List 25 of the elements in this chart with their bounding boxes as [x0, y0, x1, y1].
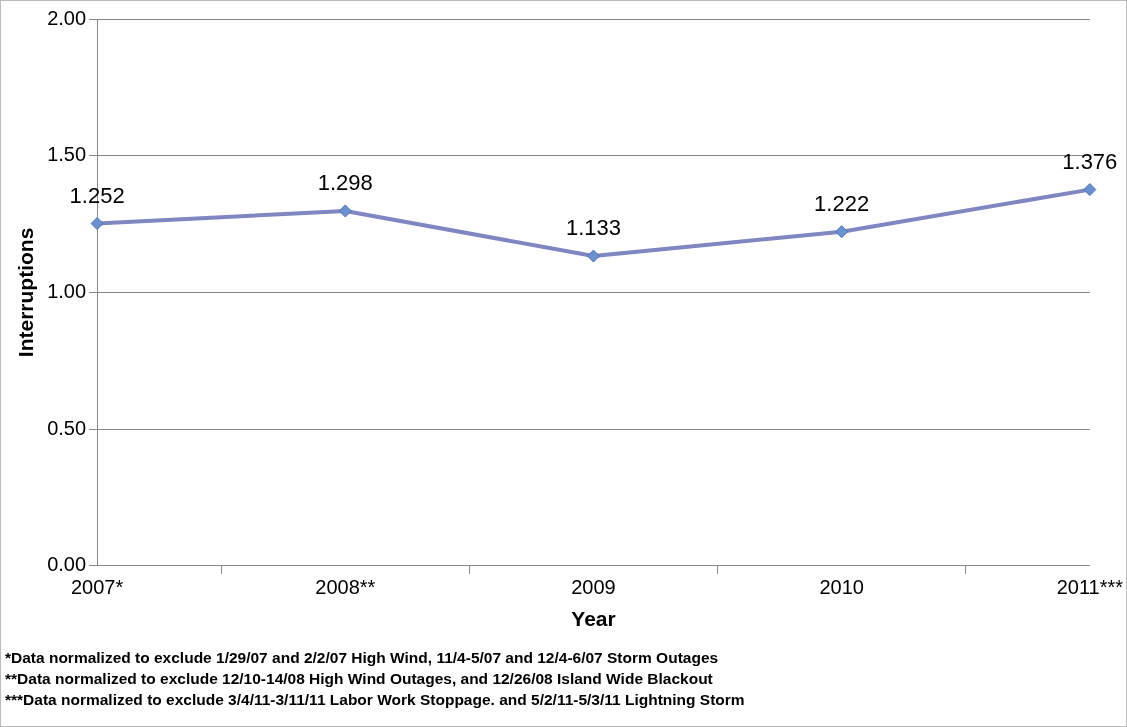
- x-tick-label: 2007*: [70, 576, 124, 599]
- y-tick-label: 0.50: [47, 416, 87, 439]
- y-tick-label: 2.00: [47, 6, 87, 29]
- x-axis-title: Year: [571, 607, 616, 631]
- point: [90, 217, 104, 230]
- point: [338, 204, 352, 218]
- data-label: 1.376: [1062, 148, 1118, 174]
- point: [1083, 183, 1097, 197]
- point: [586, 249, 600, 263]
- x-tick-label: 2009: [571, 576, 616, 599]
- text: **Data normalized to exclude 12/10-14/08 High Wind Outages, and 12/26/08 Island Wide Blackout: [5, 669, 714, 689]
- x-tick-label: 2011***: [1056, 576, 1124, 599]
- data-label: 1.252: [69, 182, 125, 208]
- y-tick-label: 1.50: [47, 143, 87, 166]
- text: ***Data normalized to exclude 3/4/11-3/11/11 Labor Work Stoppage. and 5/2/11-5/3/11 Lightning Storm: [5, 690, 745, 710]
- text: *Data normalized to exclude 1/29/07 and 2/2/07 High Wind, 11/4-5/07 and 12/4-6/07 Storm Outages: [5, 648, 720, 668]
- y-tick-label: 1.00: [47, 279, 87, 302]
- data-label: 1.298: [317, 169, 373, 195]
- y-tick-label: 0.00: [47, 553, 87, 576]
- y-axis-title: Interruptions: [14, 227, 38, 358]
- x-tick-label: 2008**: [315, 576, 376, 599]
- data-label: 1.222: [814, 190, 870, 216]
- x-tick-label: 2010: [819, 576, 864, 599]
- data-label: 1.133: [565, 215, 621, 241]
- point: [835, 225, 849, 239]
